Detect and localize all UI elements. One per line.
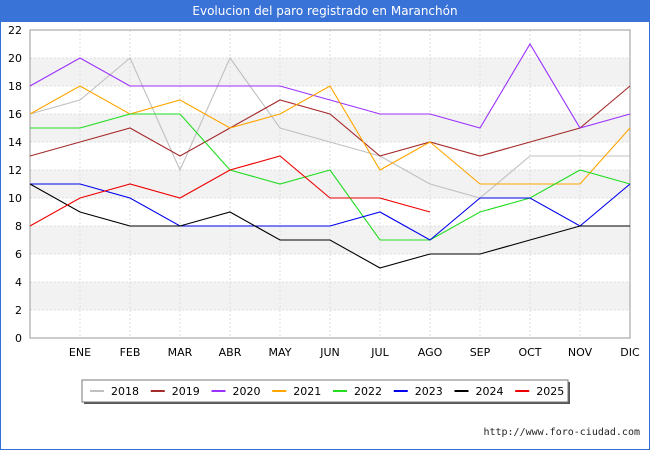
- legend-label-2020: 2020: [233, 385, 261, 398]
- x-tick-label: DIC: [620, 346, 640, 359]
- chart-title: Evolucion del paro registrado en Maranch…: [0, 0, 650, 22]
- y-tick-label: 8: [15, 220, 22, 233]
- y-tick-label: 12: [8, 164, 22, 177]
- y-tick-label: 10: [8, 192, 22, 205]
- x-tick-label: MAR: [168, 346, 193, 359]
- y-tick-label: 6: [15, 248, 22, 261]
- y-tick-label: 14: [8, 136, 22, 149]
- source-url: http://www.foro-ciudad.com: [483, 427, 640, 438]
- x-tick-label: AGO: [418, 346, 443, 359]
- legend-label-2023: 2023: [415, 385, 443, 398]
- x-tick-label: ABR: [219, 346, 242, 359]
- series-line-2023: [30, 183, 631, 241]
- legend: [81, 379, 569, 403]
- series-line-2020: [29, 42, 631, 129]
- series-line-2018: [29, 56, 630, 199]
- legend-label-2018: 2018: [111, 385, 139, 398]
- y-tick-label: 18: [8, 80, 22, 93]
- y-tick-label: 4: [15, 276, 22, 289]
- x-tick-label: SEP: [470, 346, 491, 359]
- y-tick-label: 16: [8, 108, 22, 121]
- y-tick-label: 20: [8, 52, 22, 65]
- x-tick-label: MAY: [269, 346, 292, 359]
- series-line-2024: [29, 183, 630, 269]
- y-tick-label: 22: [8, 24, 22, 37]
- y-tick-label: 0: [15, 332, 22, 345]
- series-line-2025: [29, 155, 431, 227]
- x-tick-label: JUL: [370, 346, 389, 359]
- legend-label-2024: 2024: [476, 385, 504, 398]
- legend-label-2019: 2019: [172, 385, 200, 398]
- legend-label-2021: 2021: [293, 385, 321, 398]
- x-tick-label: FEB: [120, 346, 141, 359]
- x-tick-label: JUN: [319, 346, 340, 359]
- x-tick-label: ENE: [69, 346, 91, 359]
- legend-label-2022: 2022: [354, 385, 382, 398]
- series-line-2019: [29, 85, 631, 157]
- y-tick-label: 2: [15, 304, 22, 317]
- x-tick-label: OCT: [518, 346, 541, 359]
- x-tick-label: NOV: [568, 346, 593, 359]
- legend-label-2025: 2025: [536, 385, 564, 398]
